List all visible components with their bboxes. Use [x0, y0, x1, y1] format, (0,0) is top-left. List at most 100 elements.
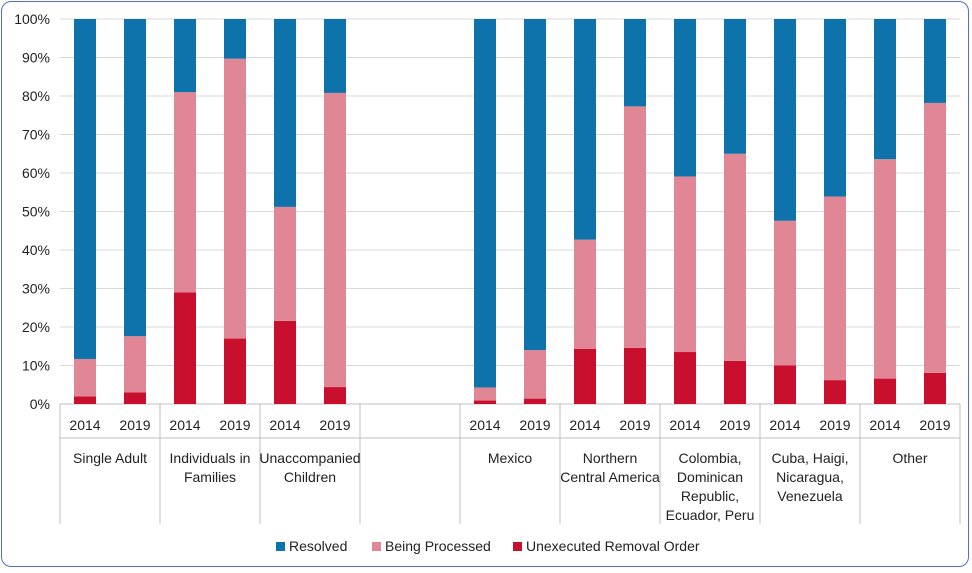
gridlines [60, 18, 960, 405]
year-tick-label: 2019 [119, 417, 150, 433]
bar-segment-processing [574, 239, 596, 349]
year-tick-label: 2019 [919, 417, 950, 433]
group-label: Mexico [488, 450, 533, 466]
bar-segment-resolved [224, 19, 246, 59]
y-tick-label: 60% [22, 165, 50, 181]
bar-segment-unexecuted [874, 378, 896, 404]
year-tick-label: 2019 [719, 417, 750, 433]
legend-label-processing: Being Processed [385, 538, 491, 554]
bar-segment-unexecuted [174, 292, 196, 404]
bar-segment-processing [124, 336, 146, 393]
bar-segment-resolved [924, 19, 946, 103]
y-axis: 0% 10% 20% 30% 40% 50% 60% 70% 80% 90% 100% [14, 11, 50, 412]
bar-segment-processing [474, 387, 496, 401]
bar-segment-resolved [274, 19, 296, 207]
legend-label-unexecuted: Unexecuted Removal Order [526, 538, 700, 554]
year-tick-label: 2014 [869, 417, 900, 433]
bar-segment-resolved [574, 19, 596, 240]
group-label: Cuba, Haigi, [771, 450, 848, 466]
bar-segment-resolved [874, 19, 896, 160]
group-label: Colombia, [678, 450, 741, 466]
group-label: Central America [560, 469, 660, 485]
year-tick-label: 2014 [669, 417, 700, 433]
group-label: Republic, [681, 488, 739, 504]
legend-swatch-unexecuted [513, 542, 522, 551]
bar-segment-unexecuted [624, 347, 646, 404]
bar-segment-resolved [774, 19, 796, 221]
y-tick-label: 50% [22, 204, 50, 220]
bar-segment-processing [624, 106, 646, 348]
y-tick-label: 80% [22, 88, 50, 104]
legend-swatch-resolved [276, 542, 285, 551]
bar-segment-unexecuted [224, 338, 246, 404]
legend-label-resolved: Resolved [289, 538, 347, 554]
year-tick-label: 2019 [819, 417, 850, 433]
bar-segment-processing [224, 58, 246, 339]
x-axis: 2014 2019 Single Adult 2014 2019 Individuals … [59, 404, 961, 524]
y-tick-label: 90% [22, 50, 50, 66]
y-tick-label: 70% [22, 127, 50, 143]
bar-segment-resolved [724, 19, 746, 154]
y-tick-label: 10% [22, 358, 50, 374]
year-tick-label: 2019 [319, 417, 350, 433]
group-label: Children [284, 469, 336, 485]
year-tick-label: 2019 [519, 417, 550, 433]
bar-segment-processing [324, 92, 346, 388]
bar-segment-processing [174, 92, 196, 293]
bar-segment-resolved [324, 19, 346, 93]
group-label: Nicaragua, [776, 469, 844, 485]
group-label: Other [892, 450, 927, 466]
bar-segment-resolved [174, 19, 196, 93]
legend-swatch-processing [372, 542, 381, 551]
year-tick-label: 2019 [219, 417, 250, 433]
y-tick-label: 0% [30, 396, 50, 412]
bar-segment-processing [74, 358, 96, 397]
bar-segment-unexecuted [924, 372, 946, 404]
bar-segment-unexecuted [724, 360, 746, 404]
bar-segment-resolved [524, 19, 546, 351]
bar-segment-processing [524, 350, 546, 399]
bar-segment-unexecuted [524, 398, 546, 404]
bars [74, 19, 946, 404]
bar-segment-processing [824, 196, 846, 381]
group-label: Single Adult [73, 450, 147, 466]
bar-segment-unexecuted [124, 392, 146, 404]
y-tick-label: 40% [22, 242, 50, 258]
bar-segment-resolved [124, 19, 146, 337]
year-tick-label: 2014 [269, 417, 300, 433]
group-label: Families [184, 469, 236, 485]
bar-segment-processing [874, 159, 896, 379]
year-tick-label: 2014 [69, 417, 100, 433]
bar-segment-unexecuted [824, 380, 846, 404]
bar-segment-unexecuted [74, 396, 96, 404]
bar-segment-unexecuted [574, 348, 596, 404]
bar-segment-processing [674, 176, 696, 353]
bar-segment-resolved [74, 19, 96, 359]
year-tick-label: 2014 [569, 417, 600, 433]
bar-segment-processing [724, 153, 746, 361]
y-tick-label: 100% [14, 11, 50, 27]
bar-segment-processing [774, 220, 796, 366]
y-tick-label: 20% [22, 319, 50, 335]
y-tick-label: 30% [22, 281, 50, 297]
group-label: Northern [583, 450, 637, 466]
group-label: Ecuador, Peru [666, 507, 755, 523]
bar-segment-unexecuted [274, 320, 296, 404]
group-label: Dominican [677, 469, 743, 485]
bar-segment-resolved [474, 19, 496, 388]
year-tick-label: 2014 [769, 417, 800, 433]
year-tick-label: 2014 [169, 417, 200, 433]
bar-segment-unexecuted [674, 352, 696, 404]
bar-segment-unexecuted [774, 365, 796, 404]
group-label: Unaccompanied [259, 450, 360, 466]
legend: Resolved Being Processed Unexecuted Remova… [276, 538, 700, 554]
bar-segment-processing [274, 206, 296, 321]
bar-segment-unexecuted [474, 400, 496, 404]
bar-segment-unexecuted [324, 387, 346, 404]
bar-segment-resolved [674, 19, 696, 177]
group-label: Venezuela [777, 488, 843, 504]
bar-segment-processing [924, 102, 946, 373]
group-label: Individuals in [170, 450, 251, 466]
